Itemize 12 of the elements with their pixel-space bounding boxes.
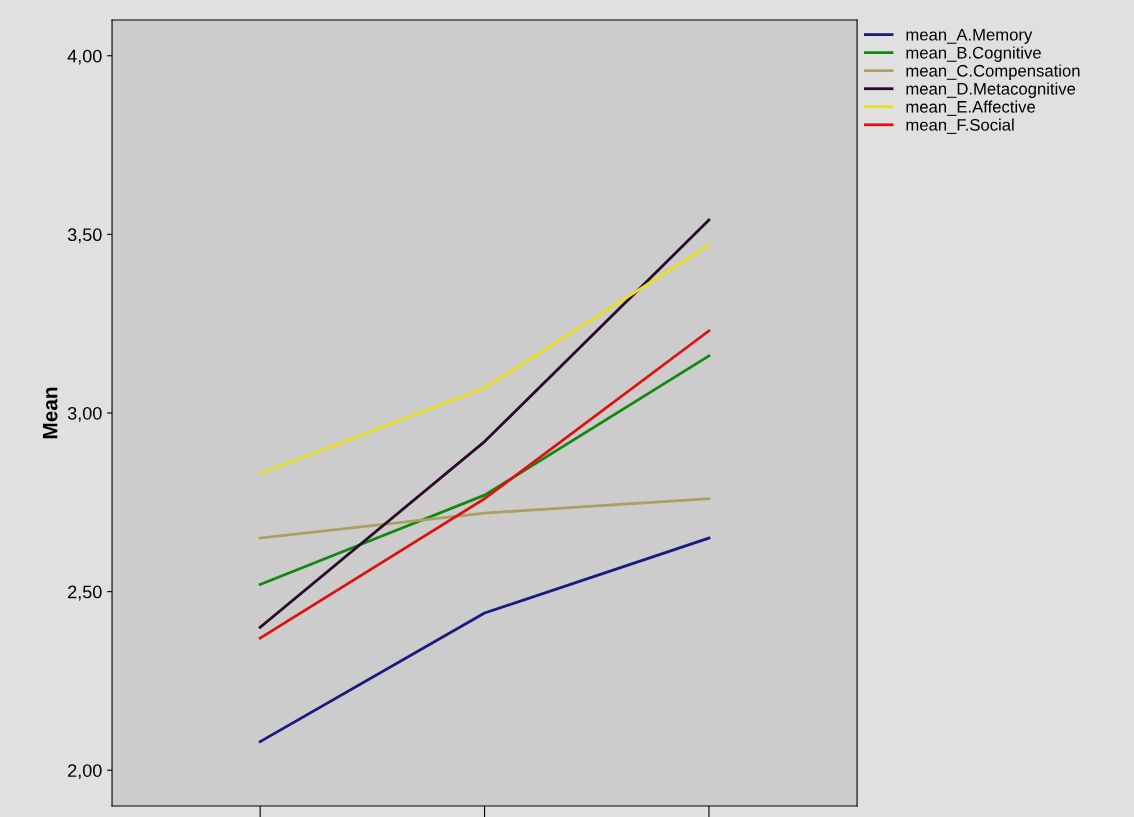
legend-label: mean_D.Metacognitive [906,82,1076,98]
legend-label: mean_A.Memory [906,28,1033,44]
y-tick-label: 2,00 [68,764,102,780]
legend-label: mean_C.Compensation [906,64,1080,80]
legend-label: mean_B.Cognitive [906,46,1041,62]
y-tick-label: 3,00 [67,406,102,422]
y-axis-title: Mean [42,387,58,439]
y-tick-label: 3,50 [67,228,102,244]
legend-label: mean_F.Social [906,118,1014,134]
y-tick-label: 2,50 [68,585,102,601]
y-tick-label: 4,00 [67,49,102,65]
legend-label: mean_E.Affective [906,100,1035,116]
